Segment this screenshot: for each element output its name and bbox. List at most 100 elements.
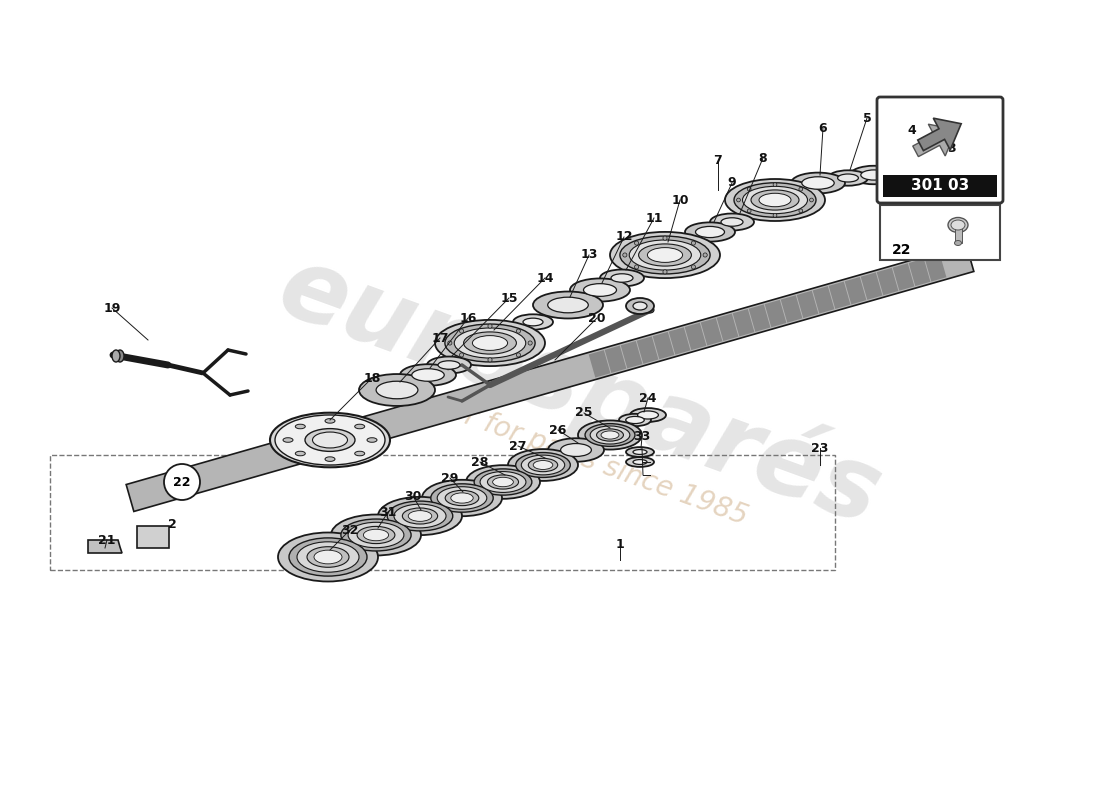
Ellipse shape bbox=[570, 278, 630, 302]
Ellipse shape bbox=[474, 469, 532, 495]
Ellipse shape bbox=[295, 424, 306, 429]
Ellipse shape bbox=[528, 458, 558, 472]
Text: 21: 21 bbox=[98, 534, 116, 546]
Ellipse shape bbox=[116, 350, 124, 362]
Polygon shape bbox=[684, 322, 706, 350]
Text: 28: 28 bbox=[471, 455, 488, 469]
Ellipse shape bbox=[275, 415, 385, 465]
Circle shape bbox=[488, 358, 492, 362]
Polygon shape bbox=[893, 263, 914, 290]
Ellipse shape bbox=[632, 450, 647, 454]
Ellipse shape bbox=[487, 475, 518, 489]
Text: 27: 27 bbox=[509, 439, 527, 453]
Polygon shape bbox=[925, 254, 946, 282]
Text: 6: 6 bbox=[818, 122, 827, 134]
Bar bbox=[50, 455, 835, 570]
Text: 30: 30 bbox=[405, 490, 421, 502]
Ellipse shape bbox=[877, 157, 947, 183]
Text: 32: 32 bbox=[341, 523, 359, 537]
Ellipse shape bbox=[952, 220, 965, 230]
Polygon shape bbox=[669, 327, 691, 354]
Polygon shape bbox=[749, 305, 770, 332]
Ellipse shape bbox=[451, 493, 473, 503]
Ellipse shape bbox=[359, 374, 434, 406]
Ellipse shape bbox=[620, 236, 711, 274]
Polygon shape bbox=[652, 332, 674, 359]
Circle shape bbox=[635, 241, 639, 245]
Text: a motor for parts since 1985: a motor for parts since 1985 bbox=[368, 369, 751, 531]
Ellipse shape bbox=[446, 490, 478, 506]
Ellipse shape bbox=[400, 364, 456, 386]
Ellipse shape bbox=[629, 240, 701, 270]
Ellipse shape bbox=[583, 284, 616, 296]
Polygon shape bbox=[860, 273, 882, 300]
Ellipse shape bbox=[522, 318, 543, 326]
Ellipse shape bbox=[444, 324, 535, 362]
Text: 1: 1 bbox=[616, 538, 625, 551]
Text: 14: 14 bbox=[537, 271, 553, 285]
Text: 24: 24 bbox=[639, 391, 657, 405]
Bar bbox=[955, 223, 962, 243]
Text: 9: 9 bbox=[728, 177, 736, 190]
Ellipse shape bbox=[411, 369, 444, 382]
Circle shape bbox=[460, 353, 464, 357]
Ellipse shape bbox=[791, 173, 845, 194]
Ellipse shape bbox=[626, 447, 654, 457]
Ellipse shape bbox=[324, 457, 336, 462]
Circle shape bbox=[691, 241, 695, 245]
Circle shape bbox=[663, 236, 667, 240]
Ellipse shape bbox=[632, 302, 647, 310]
Ellipse shape bbox=[513, 314, 553, 330]
Ellipse shape bbox=[725, 179, 825, 221]
Text: 29: 29 bbox=[441, 471, 459, 485]
Circle shape bbox=[528, 341, 532, 345]
Text: 5: 5 bbox=[862, 111, 871, 125]
Ellipse shape bbox=[422, 480, 502, 516]
Ellipse shape bbox=[516, 453, 570, 478]
Ellipse shape bbox=[534, 291, 603, 318]
Circle shape bbox=[691, 265, 695, 269]
Ellipse shape bbox=[466, 465, 540, 499]
Ellipse shape bbox=[508, 449, 578, 481]
Ellipse shape bbox=[742, 186, 807, 214]
Ellipse shape bbox=[759, 194, 791, 206]
Circle shape bbox=[747, 209, 751, 213]
Text: 13: 13 bbox=[581, 249, 597, 262]
Ellipse shape bbox=[720, 218, 742, 226]
Ellipse shape bbox=[472, 336, 507, 350]
Circle shape bbox=[773, 182, 777, 186]
Circle shape bbox=[516, 329, 520, 333]
Ellipse shape bbox=[431, 484, 493, 512]
Polygon shape bbox=[764, 300, 786, 327]
Ellipse shape bbox=[437, 486, 487, 510]
Circle shape bbox=[810, 198, 813, 202]
Ellipse shape bbox=[639, 244, 692, 266]
FancyBboxPatch shape bbox=[877, 97, 1003, 203]
Polygon shape bbox=[828, 282, 850, 309]
Polygon shape bbox=[917, 118, 961, 150]
Ellipse shape bbox=[578, 421, 642, 450]
Text: 4: 4 bbox=[908, 123, 916, 137]
Text: 12: 12 bbox=[615, 230, 632, 243]
Polygon shape bbox=[913, 124, 956, 157]
Ellipse shape bbox=[521, 455, 564, 475]
Polygon shape bbox=[877, 268, 899, 295]
Text: 301 03: 301 03 bbox=[911, 178, 969, 194]
Ellipse shape bbox=[408, 510, 432, 522]
Circle shape bbox=[516, 353, 520, 357]
Ellipse shape bbox=[837, 174, 858, 182]
Ellipse shape bbox=[802, 177, 834, 190]
Ellipse shape bbox=[710, 214, 754, 230]
Ellipse shape bbox=[289, 538, 367, 576]
Ellipse shape bbox=[948, 218, 968, 233]
Ellipse shape bbox=[646, 307, 654, 313]
Ellipse shape bbox=[403, 508, 438, 524]
Text: 3: 3 bbox=[947, 142, 955, 154]
Ellipse shape bbox=[427, 357, 471, 374]
Ellipse shape bbox=[601, 431, 619, 439]
Polygon shape bbox=[588, 350, 610, 378]
Ellipse shape bbox=[695, 226, 725, 238]
Ellipse shape bbox=[596, 429, 624, 441]
Text: 31: 31 bbox=[379, 506, 397, 518]
Ellipse shape bbox=[480, 471, 526, 493]
